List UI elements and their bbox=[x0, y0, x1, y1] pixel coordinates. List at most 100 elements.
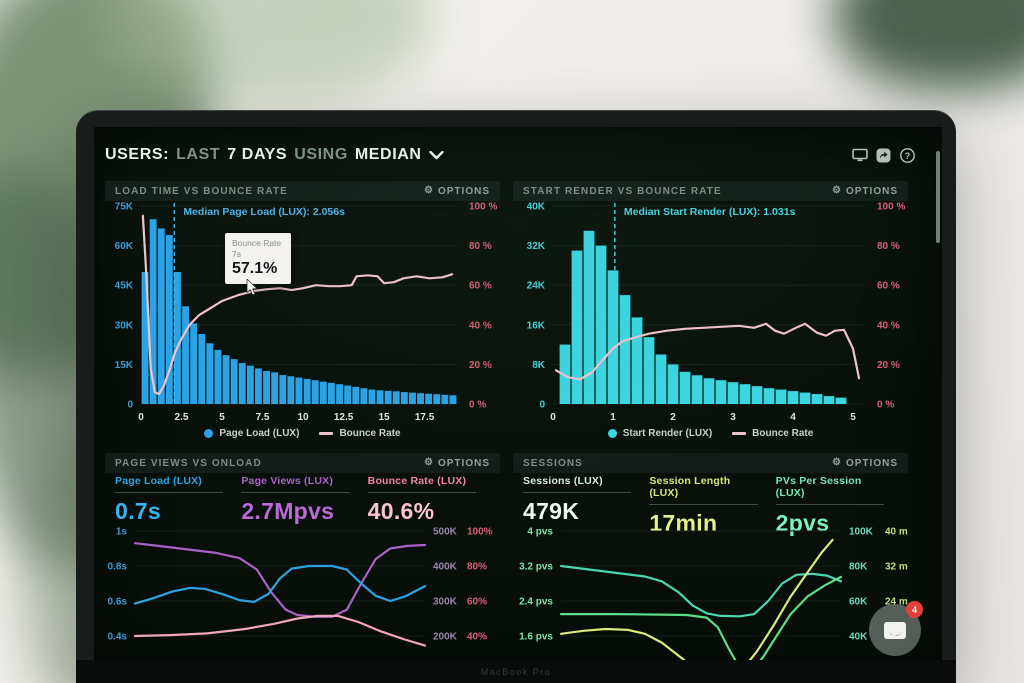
options-button[interactable]: ⚙ OPTIONS bbox=[832, 458, 898, 469]
histogram-bar[interactable] bbox=[835, 397, 847, 404]
histogram-bar[interactable] bbox=[607, 270, 619, 404]
histogram-bar[interactable] bbox=[255, 368, 262, 404]
histogram-bar[interactable] bbox=[182, 306, 189, 404]
page-views-line bbox=[133, 542, 427, 618]
histogram-bar[interactable] bbox=[303, 378, 311, 404]
x-axis-tick: 0 bbox=[550, 412, 556, 423]
histogram-bar[interactable] bbox=[392, 391, 400, 404]
histogram-bar[interactable] bbox=[311, 380, 319, 404]
histogram-bar[interactable] bbox=[763, 388, 775, 404]
svg-text:?: ? bbox=[905, 150, 911, 160]
histogram-bar[interactable] bbox=[441, 394, 449, 404]
options-button[interactable]: ⚙ OPTIONS bbox=[424, 186, 490, 197]
panel-title: PAGE VIEWS VS ONLOAD bbox=[115, 457, 262, 469]
display-icon[interactable] bbox=[851, 148, 868, 163]
histogram-bar[interactable] bbox=[271, 372, 279, 404]
histogram-bar[interactable] bbox=[174, 272, 181, 404]
histogram-bar[interactable] bbox=[583, 230, 595, 405]
right-axis-tick: 40 % bbox=[469, 320, 492, 331]
sessions-line-chart[interactable]: 4 pvs 100K 40 min 3.2 pvs 80K 32 min 2.4 pvs 60… bbox=[513, 523, 917, 661]
histogram-bar[interactable] bbox=[823, 396, 835, 404]
histogram-bar[interactable] bbox=[595, 245, 607, 404]
options-button[interactable]: ⚙ OPTIONS bbox=[832, 186, 898, 197]
right-axis-tick: 100 % bbox=[877, 202, 905, 213]
legend-item[interactable]: Page Load (LUX) bbox=[204, 428, 299, 439]
histogram-bar[interactable] bbox=[775, 389, 787, 404]
histogram-bar[interactable] bbox=[449, 395, 457, 404]
histogram-bar[interactable] bbox=[667, 364, 679, 404]
histogram-bar[interactable] bbox=[571, 250, 583, 404]
histogram-bar[interactable] bbox=[141, 272, 149, 404]
chart-area: 1s 500K 100% 0.8s 400K 80% 0.6s 300K 60% 0.4s 200K… bbox=[105, 523, 500, 661]
histogram-bar[interactable] bbox=[360, 388, 368, 404]
histogram-bar[interactable] bbox=[655, 354, 667, 405]
histogram-bar[interactable] bbox=[222, 355, 230, 404]
histogram-bar[interactable] bbox=[679, 371, 691, 404]
histogram-bar[interactable] bbox=[279, 375, 287, 404]
histogram-bar[interactable] bbox=[190, 323, 198, 405]
histogram-bar[interactable] bbox=[287, 376, 295, 404]
histogram-bar[interactable] bbox=[344, 385, 352, 405]
histogram-bar[interactable] bbox=[384, 390, 392, 404]
x-axis-tick: 7.5 bbox=[256, 412, 270, 423]
histogram-bar[interactable] bbox=[214, 349, 222, 404]
histogram-bar[interactable] bbox=[328, 382, 335, 404]
panel-header: LOAD TIME VS BOUNCE RATE ⚙ OPTIONS bbox=[105, 181, 500, 201]
histogram-bar[interactable] bbox=[433, 394, 441, 404]
histogram-bar[interactable] bbox=[787, 391, 799, 404]
histogram-bar[interactable] bbox=[149, 219, 157, 404]
histogram-bar[interactable] bbox=[400, 392, 408, 404]
histogram-bar[interactable] bbox=[799, 392, 811, 404]
legend-item[interactable]: Bounce Rate bbox=[732, 428, 813, 439]
histogram-bar[interactable] bbox=[811, 394, 823, 404]
legend-item[interactable]: Start Render (LUX) bbox=[607, 428, 712, 439]
left-axis-tick: 2.4 pvs bbox=[519, 597, 553, 608]
page-views-line-chart[interactable]: 1s 500K 100% 0.8s 400K 80% 0.6s 300K 60% 0.4s 200K… bbox=[105, 523, 500, 661]
gear-icon: ⚙ bbox=[832, 185, 842, 196]
panel-load-time-vs-bounce-rate: LOAD TIME VS BOUNCE RATE ⚙ OPTIONS 75K 60… bbox=[105, 181, 500, 449]
chat-widget-button[interactable]: 4 bbox=[869, 601, 923, 656]
load-time-histogram-chart[interactable]: 75K 60K 45K 30K 15K 0 100 % 80 % 60 % 40 % 20 % 0 %… bbox=[105, 201, 500, 428]
histogram-bar[interactable] bbox=[703, 378, 715, 404]
metric-label: Sessions (LUX) bbox=[523, 475, 632, 493]
chevron-down-icon bbox=[428, 150, 444, 160]
histogram-bar[interactable] bbox=[352, 386, 360, 404]
legend-item[interactable]: Bounce Rate bbox=[319, 428, 401, 439]
histogram-bar[interactable] bbox=[619, 295, 631, 404]
histogram-bar[interactable] bbox=[751, 386, 763, 404]
left-axis-tick: 16K bbox=[527, 320, 546, 331]
header-segment: LAST bbox=[176, 146, 221, 163]
histogram-bar[interactable] bbox=[631, 317, 643, 404]
left-axis-tick: 4 pvs bbox=[527, 527, 553, 538]
start-render-histogram-chart[interactable]: 40K 32K 24K 16K 8K 0 100 % 80 % 60 % 40 % 20 % 0 % 0… bbox=[513, 201, 908, 428]
options-button[interactable]: ⚙ OPTIONS bbox=[424, 458, 490, 469]
histogram-bar[interactable] bbox=[165, 235, 173, 404]
help-icon[interactable]: ? bbox=[899, 147, 916, 163]
histogram-bar[interactable] bbox=[409, 392, 416, 404]
histogram-bar[interactable] bbox=[230, 359, 238, 404]
histogram-bar[interactable] bbox=[368, 389, 376, 405]
histogram-bar[interactable] bbox=[295, 377, 303, 404]
metric-value: 40.6% bbox=[367, 498, 435, 524]
histogram-bar[interactable] bbox=[246, 365, 254, 404]
users-range-dropdown[interactable]: USERS: LAST 7 DAYS USING MEDIAN bbox=[105, 146, 444, 164]
histogram-bar[interactable] bbox=[727, 382, 739, 404]
histogram-bar[interactable] bbox=[376, 390, 384, 404]
histogram-bar[interactable] bbox=[691, 375, 703, 404]
legend-line-marker bbox=[319, 432, 334, 435]
histogram-bar[interactable] bbox=[206, 343, 214, 404]
histogram-bar[interactable] bbox=[238, 363, 246, 404]
histogram-bar[interactable] bbox=[157, 228, 165, 404]
histogram-bar[interactable] bbox=[715, 380, 727, 404]
histogram-bar[interactable] bbox=[319, 381, 327, 404]
histogram-bar[interactable] bbox=[425, 393, 433, 404]
share-icon[interactable] bbox=[875, 148, 892, 163]
histogram-bar[interactable] bbox=[417, 393, 424, 404]
panel-start-render-vs-bounce-rate: START RENDER VS BOUNCE RATE ⚙ OPTIONS 40… bbox=[513, 181, 908, 449]
histogram-bar[interactable] bbox=[336, 384, 343, 404]
histogram-bar[interactable] bbox=[739, 384, 751, 404]
histogram-bar[interactable] bbox=[643, 337, 655, 404]
scrollbar-thumb[interactable] bbox=[936, 151, 940, 243]
histogram-bar[interactable] bbox=[198, 334, 206, 404]
histogram-bar[interactable] bbox=[263, 371, 270, 404]
